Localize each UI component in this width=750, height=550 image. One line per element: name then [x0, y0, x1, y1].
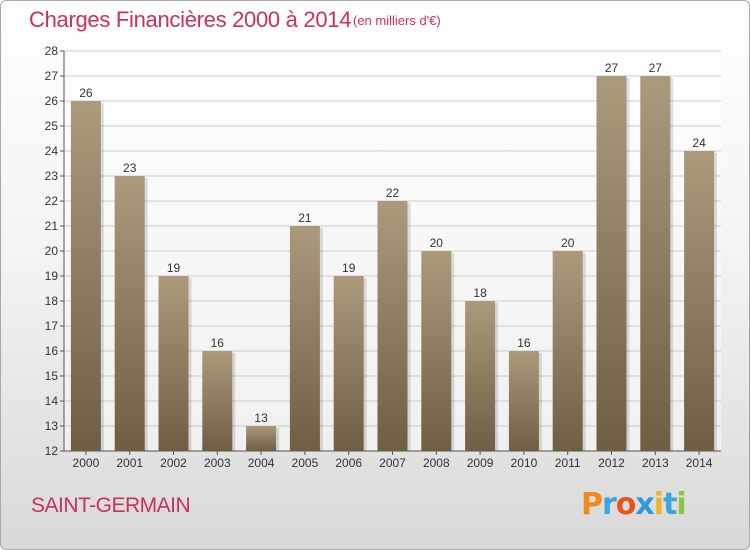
y-tick-label: 20: [45, 244, 59, 258]
data-label-2012: 27: [605, 61, 619, 75]
data-label-2008: 20: [430, 236, 444, 250]
logo-letter: x: [635, 487, 654, 522]
data-label-2007: 22: [386, 186, 400, 200]
logo-letter: i: [653, 487, 664, 522]
x-tick-label-2005: 2005: [292, 456, 319, 470]
y-tick-label: 13: [45, 419, 59, 433]
city-name: SAINT-GERMAIN: [31, 494, 191, 517]
x-tick-label-2008: 2008: [423, 456, 450, 470]
y-tick-label: 26: [45, 94, 59, 108]
bar-2007: [377, 201, 408, 451]
bar-2014: [684, 151, 715, 451]
x-tick-label-2004: 2004: [248, 456, 275, 470]
bar-2002: [158, 276, 189, 451]
x-tick-label-2003: 2003: [204, 456, 231, 470]
y-tick-label: 14: [45, 394, 59, 408]
y-tick-label: 18: [45, 294, 59, 308]
x-tick-label-2009: 2009: [467, 456, 494, 470]
y-tick-label: 16: [45, 344, 59, 358]
y-tick-label: 17: [45, 319, 59, 333]
y-tick-label: 15: [45, 369, 59, 383]
data-label-2009: 18: [473, 286, 487, 300]
x-tick-label-2006: 2006: [335, 456, 362, 470]
x-tick-label-2012: 2012: [598, 456, 625, 470]
x-tick-label-2011: 2011: [555, 456, 581, 470]
data-label-2001: 23: [123, 161, 137, 175]
logo-letter: r: [602, 487, 617, 522]
data-label-2014: 24: [692, 136, 706, 150]
logo-letter: i: [676, 487, 686, 522]
logo-letter: t: [663, 487, 677, 522]
x-tick-label-2010: 2010: [511, 456, 538, 470]
bar-2005: [289, 226, 320, 451]
y-tick-label: 12: [45, 444, 59, 458]
y-tick-label: 23: [45, 169, 59, 183]
y-tick-label: 22: [45, 194, 59, 208]
data-label-2013: 27: [649, 61, 663, 75]
data-label-2005: 21: [298, 211, 312, 225]
chart-title: Charges Financières 2000 à 2014: [29, 7, 352, 32]
bar-2000: [70, 101, 101, 451]
bar-2012: [596, 76, 627, 451]
x-tick-label-2001: 2001: [116, 456, 143, 470]
bar-2011: [552, 251, 583, 451]
bar-2003: [202, 351, 233, 451]
data-label-2000: 26: [79, 86, 93, 100]
chart-unit: (en milliers d'€): [353, 13, 441, 28]
y-tick-label: 27: [45, 69, 59, 83]
data-label-2011: 20: [561, 236, 575, 250]
x-tick-label-2013: 2013: [642, 456, 669, 470]
bar-2010: [508, 351, 539, 451]
logo-letter: o: [615, 487, 637, 522]
x-tick-label-2014: 2014: [686, 456, 713, 470]
y-tick-label: 19: [45, 269, 59, 283]
y-tick-label: 25: [45, 119, 59, 133]
data-label-2006: 19: [342, 261, 356, 275]
bar-2004: [246, 426, 277, 451]
data-label-2004: 13: [254, 411, 268, 425]
bar-2013: [640, 76, 671, 451]
data-label-2003: 16: [211, 336, 225, 350]
bar-2006: [333, 276, 364, 451]
bar-2008: [421, 251, 452, 451]
data-label-2002: 19: [167, 261, 181, 275]
bar-2001: [114, 176, 145, 451]
bar-2009: [465, 301, 496, 451]
data-label-2010: 16: [517, 336, 531, 350]
x-tick-label-2002: 2002: [160, 456, 187, 470]
x-tick-label-2007: 2007: [379, 456, 406, 470]
y-tick-label: 24: [45, 144, 59, 158]
logo-letter: P: [581, 487, 603, 522]
y-tick-label: 21: [45, 219, 59, 233]
y-tick-label: 28: [45, 44, 59, 58]
x-tick-label-2000: 2000: [73, 456, 100, 470]
proxiti-logo: Proxiti: [581, 487, 687, 522]
